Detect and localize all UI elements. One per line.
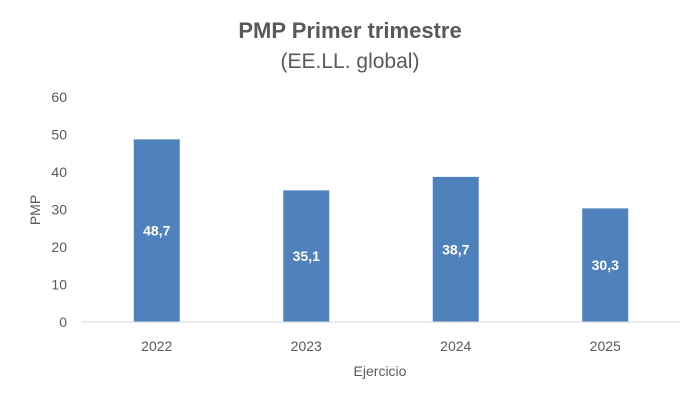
bar: [133, 139, 180, 322]
bars: [133, 139, 629, 322]
x-tick-label: 2022: [141, 338, 172, 354]
x-tick-label: 2025: [590, 338, 621, 354]
y-tick-label: 30: [51, 202, 67, 218]
y-tick-label: 20: [51, 239, 67, 255]
y-tick-label: 40: [51, 164, 67, 180]
data-label: 30,3: [592, 257, 619, 273]
data-labels: 48,7 35,1 38,7 30,3: [143, 223, 619, 274]
data-label: 35,1: [293, 248, 320, 264]
chart-subtitle: (EE.LL. global): [281, 50, 420, 73]
x-tick-label: 2024: [440, 338, 471, 354]
y-tick-label: 0: [59, 314, 67, 330]
data-label: 38,7: [442, 241, 469, 257]
y-axis-label: PMP: [27, 195, 43, 225]
x-tick-label: 2023: [291, 338, 322, 354]
y-axis-ticks: 0 10 20 30 40 50 60: [51, 89, 67, 330]
data-label: 48,7: [143, 223, 170, 239]
y-tick-label: 60: [51, 89, 67, 105]
x-axis-label: Ejercicio: [354, 363, 407, 379]
bar: [582, 208, 629, 322]
x-axis-ticks: 2022 2023 2024 2025: [141, 338, 621, 354]
chart-title: PMP Primer trimestre: [238, 18, 461, 43]
bar: [283, 190, 330, 322]
y-tick-label: 10: [51, 277, 67, 293]
bar: [432, 176, 479, 322]
y-tick-label: 50: [51, 127, 67, 143]
